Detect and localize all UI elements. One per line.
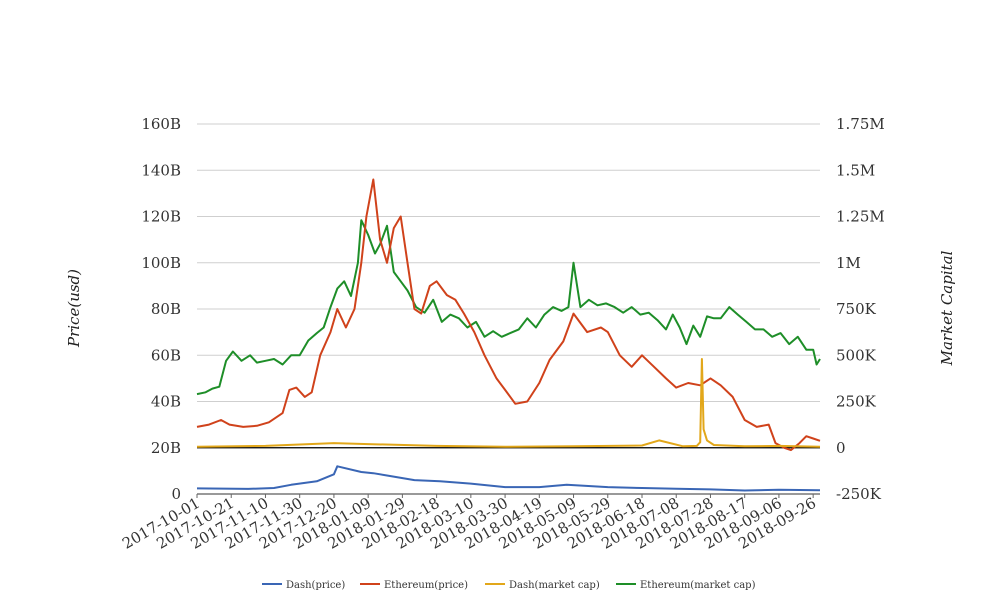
series-line-dash-price[interactable] [196,465,821,492]
y-right-tick-label: 1.5M [836,161,875,179]
series-line-dash-market-cap[interactable] [196,358,821,448]
y-axis-right-title: Market Capital [938,250,956,366]
y-right-tick-label: 1M [836,254,861,272]
y-right-tick-label: 0 [836,439,846,457]
y-left-tick-label: 160B [141,115,181,133]
legend-label: Dash(market cap) [509,580,600,591]
gridlines [197,123,820,495]
y-left-tick-label: 60B [151,346,181,364]
y-left-tick-label: 100B [141,254,181,272]
legend-label: Ethereum(price) [384,580,468,591]
legend-item[interactable]: Ethereum(market cap) [616,580,756,591]
y-right-tick-label: 750K [836,300,877,318]
legend-item[interactable]: Ethereum(price) [360,580,468,591]
y-right-tick-label: 1.75M [836,115,885,133]
series-lines [196,178,821,492]
series-line-ethereum-price[interactable] [196,178,821,452]
legend-item[interactable]: Dash(market cap) [485,580,600,591]
legend-item[interactable]: Dash(price) [262,580,345,591]
y-axis-left: 0 20B 40B 60B 80B 100B 120B 140B 160B [141,115,181,503]
y-left-tick-label: 80B [151,300,181,318]
y-right-tick-label: 1.25M [836,208,885,226]
y-right-tick-label: 500K [836,346,877,364]
y-left-tick-label: 40B [151,393,181,411]
legend-label: Ethereum(market cap) [640,580,756,591]
y-left-tick-label: 120B [141,208,181,226]
y-right-tick-label: -250K [836,485,882,503]
legend[interactable]: Dash(price) Ethereum(price) Dash(market ca… [262,580,756,591]
y-axis-left-title: Price(usd) [65,269,83,348]
y-right-tick-label: 250K [836,393,877,411]
y-left-tick-label: 20B [151,439,181,457]
x-axis: 2017-10-012017-10-212017-11-102017-11-30… [119,494,819,553]
y-left-tick-label: 0 [171,485,181,503]
series-line-ethereum-market-cap[interactable] [196,219,821,396]
legend-label: Dash(price) [286,580,345,591]
y-left-tick-label: 140B [141,161,181,179]
y-axis-right: -250K 0 250K 500K 750K 1M 1.25M 1.5M 1.75M [836,115,885,503]
